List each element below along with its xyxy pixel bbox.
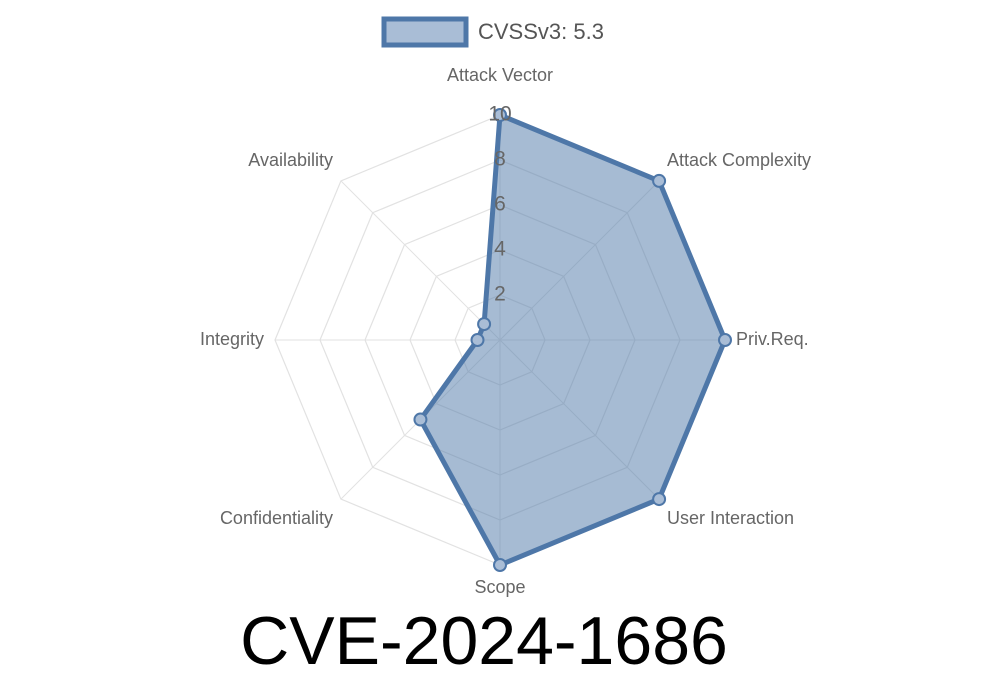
data-point — [493, 558, 507, 572]
axis-label: Priv.Req. — [736, 329, 809, 349]
legend-label: CVSSv3: 5.3 — [478, 19, 604, 44]
axis-label: Integrity — [200, 329, 264, 349]
r-tick-label: 4 — [494, 238, 506, 261]
data-point — [652, 173, 667, 188]
chart-title: CVE-2024-1686 — [240, 603, 728, 679]
r-tick-label: 6 — [494, 193, 506, 216]
data-point — [493, 108, 507, 122]
axis-label: Availability — [248, 150, 333, 170]
legend-swatch — [381, 16, 469, 48]
axis-label: Scope — [474, 577, 525, 597]
r-tick-label: 2 — [494, 283, 506, 306]
r-tick-label: 10 — [488, 103, 511, 126]
data-point — [413, 412, 428, 427]
data-point — [652, 492, 667, 507]
data-point — [470, 333, 485, 347]
spoke — [340, 180, 501, 341]
axis-label: User Interaction — [667, 508, 794, 528]
axis-label: Attack Vector — [447, 65, 553, 85]
axis-label: Attack Complexity — [667, 150, 811, 170]
data-point — [477, 317, 492, 332]
axis-label: Confidentiality — [220, 508, 333, 528]
r-tick-label: 8 — [494, 148, 506, 171]
data-point — [718, 333, 732, 347]
